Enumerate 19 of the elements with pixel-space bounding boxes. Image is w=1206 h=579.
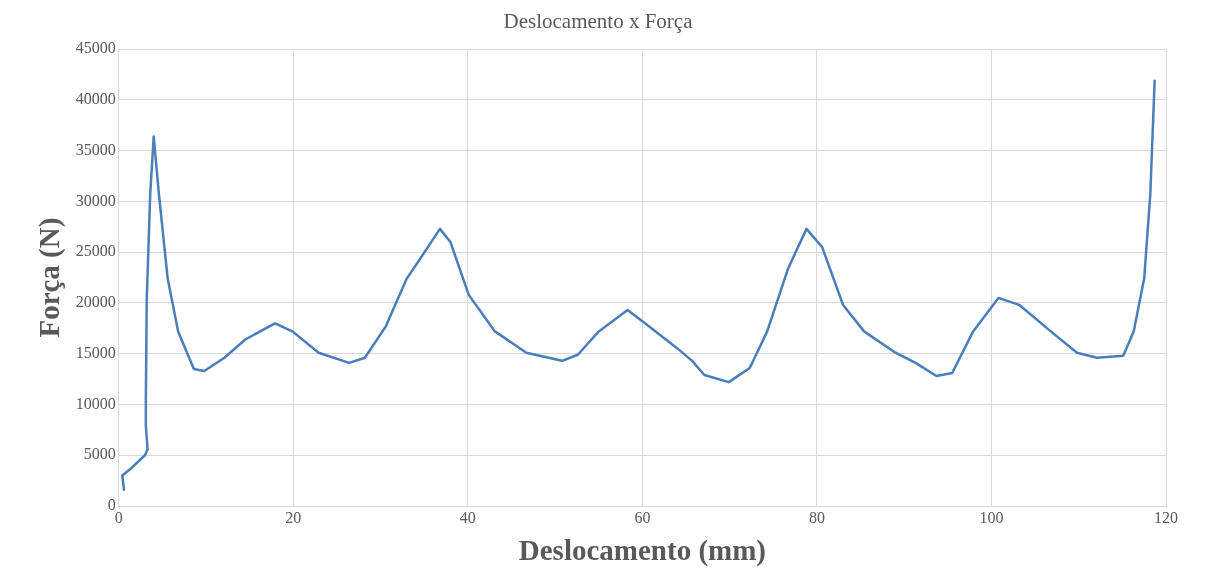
x-axis-title: Deslocamento (mm) [518,534,767,568]
y-tick-label: 15000 [75,343,116,361]
x-tick-label: 40 [459,508,476,526]
y-tick-label: 0 [107,496,116,514]
x-tick-label: 120 [1154,508,1178,526]
y-axis-title: Força (N) [32,217,66,338]
y-tick-label: 25000 [75,242,116,260]
y-tick-label: 45000 [75,39,116,57]
y-tick-label: 10000 [75,394,116,412]
x-tick-label: 20 [285,508,302,526]
y-tick-label: 20000 [75,293,116,311]
chart-title: Deslocamento x Força [503,9,694,34]
x-tick-label: 100 [979,508,1004,526]
y-tick-label: 40000 [75,90,116,108]
y-tick-label: 35000 [75,140,116,158]
x-tick-label: 60 [634,508,651,526]
x-tick-label: 80 [808,508,825,526]
y-tick-label: 5000 [83,445,116,463]
y-tick-label: 30000 [75,191,116,209]
